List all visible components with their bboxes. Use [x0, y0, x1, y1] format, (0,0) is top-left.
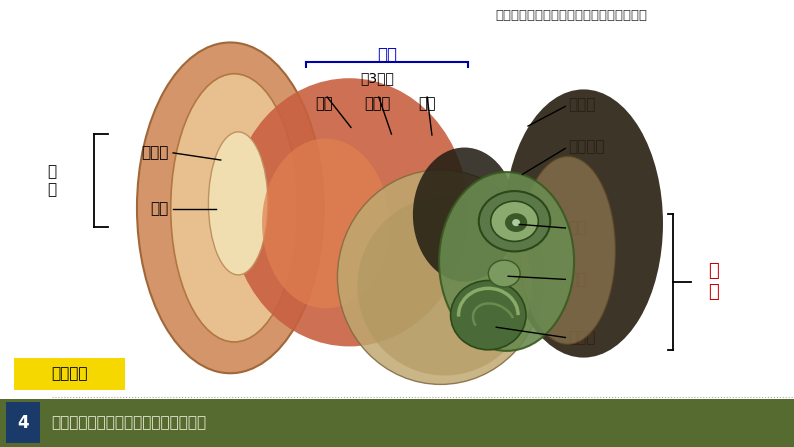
Ellipse shape [439, 172, 574, 351]
Ellipse shape [357, 197, 532, 375]
Ellipse shape [451, 281, 526, 350]
Text: 中耳: 中耳 [377, 46, 397, 63]
Ellipse shape [262, 139, 389, 308]
Bar [14, 358, 125, 390]
Ellipse shape [171, 74, 298, 342]
Ellipse shape [505, 213, 527, 232]
Text: 内
耳: 内 耳 [707, 262, 719, 301]
Text: 前庭: 前庭 [569, 272, 587, 287]
Text: 耳蜗: 耳蜗 [569, 220, 587, 236]
Text: 咽鼓管: 咽鼓管 [569, 97, 596, 112]
Text: 鼓室: 鼓室 [418, 96, 436, 111]
Ellipse shape [520, 156, 615, 344]
Text: 鼓膜: 鼓膜 [315, 96, 333, 111]
Ellipse shape [230, 78, 468, 346]
Ellipse shape [512, 219, 520, 226]
Text: 外耳道: 外耳道 [141, 145, 168, 160]
Text: 半规管: 半规管 [569, 330, 596, 345]
Text: 调节鼓室内气压，从而维护正常听力的作用: 调节鼓室内气压，从而维护正常听力的作用 [495, 9, 648, 22]
Ellipse shape [413, 148, 516, 282]
Text: （3块）: （3块） [360, 72, 394, 85]
Text: 外
耳: 外 耳 [47, 164, 56, 197]
Bar [6, 402, 40, 443]
Text: 耳的结构: 耳的结构 [52, 367, 88, 382]
Ellipse shape [208, 132, 268, 275]
Text: 听小骨: 听小骨 [364, 96, 391, 111]
Text: 耳廓: 耳廓 [150, 201, 168, 216]
Text: 位听神经: 位听神经 [569, 139, 605, 154]
Ellipse shape [491, 201, 538, 241]
Ellipse shape [137, 42, 324, 373]
Ellipse shape [337, 170, 544, 384]
Ellipse shape [504, 89, 663, 358]
Ellipse shape [488, 260, 520, 287]
Text: 4: 4 [17, 414, 29, 432]
Text: 合作探究一：耳是接受声音的听觉器官: 合作探究一：耳是接受声音的听觉器官 [52, 415, 206, 430]
Bar [0, 399, 794, 447]
Ellipse shape [479, 191, 550, 251]
